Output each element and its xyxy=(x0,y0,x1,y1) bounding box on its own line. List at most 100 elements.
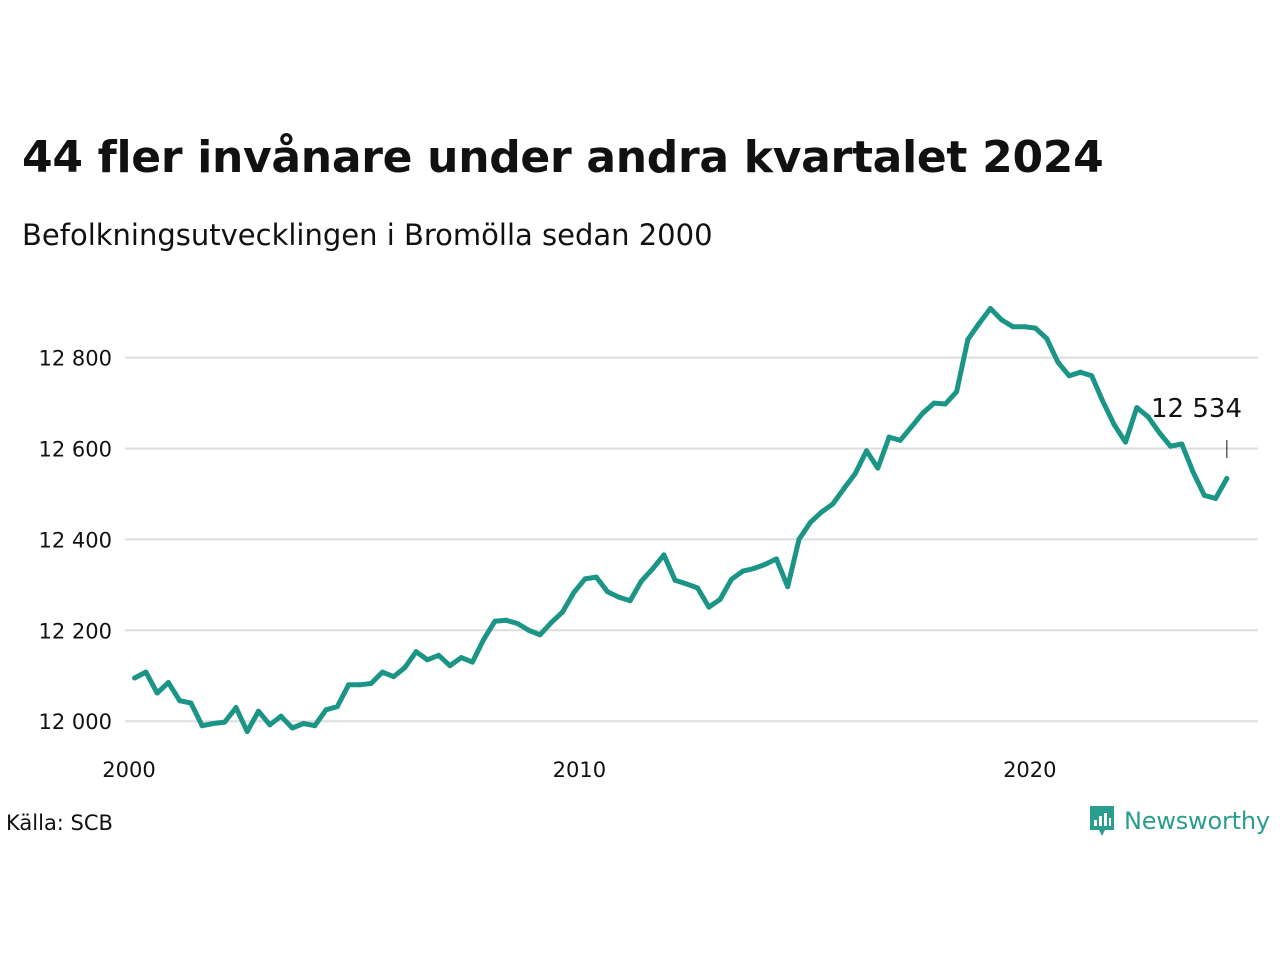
data-point xyxy=(278,713,284,719)
data-point xyxy=(413,649,419,655)
data-point xyxy=(346,682,352,688)
data-point xyxy=(762,561,768,567)
data-point xyxy=(514,620,520,626)
data-point xyxy=(717,596,723,602)
data-point xyxy=(864,448,870,454)
data-point xyxy=(1213,496,1219,502)
data-point xyxy=(740,568,746,574)
series-layer xyxy=(132,306,1230,735)
data-point xyxy=(987,306,993,312)
data-point xyxy=(683,581,689,587)
data-point xyxy=(672,577,678,583)
x-tick-label: 2020 xyxy=(1003,758,1056,782)
data-point xyxy=(954,389,960,395)
data-point xyxy=(323,707,329,713)
data-point xyxy=(728,576,734,582)
data-point xyxy=(469,659,475,665)
x-tick-label: 2000 xyxy=(102,758,155,782)
brand-logo[interactable]: Newsworthy xyxy=(1088,804,1270,838)
data-point xyxy=(1145,414,1151,420)
data-point xyxy=(1021,324,1027,330)
data-point xyxy=(379,669,385,675)
data-point xyxy=(695,585,701,591)
annotation-layer: 12 534 xyxy=(1151,394,1242,458)
data-point xyxy=(165,680,171,686)
data-point xyxy=(605,589,611,595)
data-point xyxy=(773,556,779,562)
y-tick-label: 12 600 xyxy=(39,438,112,462)
data-point xyxy=(1201,492,1207,498)
data-point xyxy=(897,437,903,443)
chart-subtitle: Befolkningsutvecklingen i Bromölla sedan… xyxy=(22,218,713,252)
y-tick-label: 12 400 xyxy=(39,528,112,552)
data-point xyxy=(661,552,667,558)
data-point xyxy=(593,574,599,580)
data-point xyxy=(1168,443,1174,449)
data-point xyxy=(650,566,656,572)
data-point xyxy=(132,675,138,681)
data-point xyxy=(1190,469,1196,475)
data-point xyxy=(931,400,937,406)
data-point xyxy=(942,401,948,407)
data-point xyxy=(537,632,543,638)
data-point xyxy=(1055,359,1061,365)
data-point xyxy=(796,536,802,542)
data-point xyxy=(210,720,216,726)
data-point xyxy=(571,590,577,596)
data-point xyxy=(706,604,712,610)
data-point xyxy=(616,594,622,600)
data-point xyxy=(818,509,824,515)
data-point xyxy=(1134,405,1140,411)
data-point xyxy=(875,465,881,471)
data-point xyxy=(447,663,453,669)
data-point xyxy=(1179,441,1185,447)
data-point xyxy=(1123,439,1129,445)
data-point xyxy=(965,336,971,342)
data-point xyxy=(1066,373,1072,379)
data-point xyxy=(424,657,430,663)
data-point xyxy=(638,578,644,584)
data-point xyxy=(492,618,498,624)
data-point xyxy=(334,704,340,710)
data-point xyxy=(560,609,566,615)
data-point xyxy=(830,501,836,507)
data-point xyxy=(1089,373,1095,379)
data-point xyxy=(1224,476,1230,482)
source-credit: Källa: SCB xyxy=(6,811,113,835)
data-point xyxy=(458,655,464,661)
data-point xyxy=(920,410,926,416)
series-line xyxy=(132,306,1230,735)
data-point xyxy=(999,317,1005,323)
data-point xyxy=(909,424,915,430)
data-point xyxy=(222,719,228,725)
y-tick-label: 12 000 xyxy=(39,710,112,734)
data-point xyxy=(582,576,588,582)
data-point xyxy=(199,723,205,729)
data-point xyxy=(402,665,408,671)
data-point xyxy=(481,636,487,642)
data-point xyxy=(233,705,239,711)
newsworthy-logo-icon xyxy=(1090,806,1114,836)
data-point xyxy=(1032,325,1038,331)
data-point xyxy=(244,729,250,735)
data-point xyxy=(807,520,813,526)
data-point xyxy=(188,700,194,706)
data-point xyxy=(526,627,532,633)
data-point xyxy=(1156,430,1162,436)
data-point xyxy=(785,584,791,590)
y-axis-tick-labels: 12 000 12 200 12 400 12 600 12 800 xyxy=(39,347,112,735)
population-line-chart: 12 000 12 200 12 400 12 600 12 800 2000 2010 2… xyxy=(39,306,1258,782)
data-point xyxy=(267,722,273,728)
data-point xyxy=(143,669,149,675)
data-point xyxy=(1044,336,1050,342)
data-point xyxy=(255,708,261,714)
y-tick-label: 12 200 xyxy=(39,619,112,643)
data-point xyxy=(368,680,374,686)
data-point xyxy=(548,620,554,626)
y-tick-label: 12 800 xyxy=(39,347,112,371)
annotation-label: 12 534 xyxy=(1151,394,1242,424)
data-point xyxy=(154,690,160,696)
x-tick-label: 2010 xyxy=(553,758,606,782)
data-point xyxy=(627,598,633,604)
chart-title: 44 fler invånare under andra kvartalet 2… xyxy=(22,132,1104,183)
